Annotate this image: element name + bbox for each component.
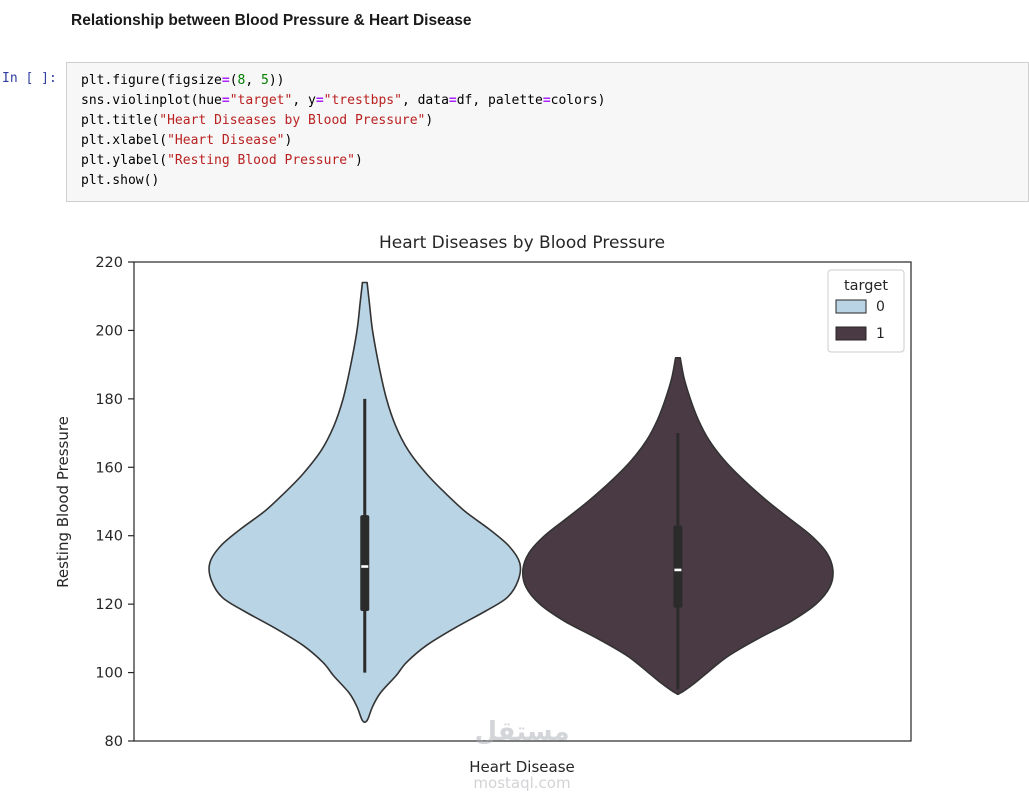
chart-generated-layer: 80 100 120 140 160 180 200 220 target 0 1 (95, 255, 912, 750)
median-marker-target-0 (361, 565, 369, 568)
y-tick-label: 80 (105, 734, 123, 750)
y-tick-label: 120 (95, 597, 123, 613)
legend-swatch-0 (835, 299, 867, 314)
violin-plot-figure: 80 100 120 140 160 180 200 220 target 0 1 Heart Di… (54, 233, 912, 792)
code-line: sns.violinplot(hue="target", y="trestbps… (81, 93, 606, 108)
legend-label-1: 1 (876, 326, 885, 342)
y-tick-label: 200 (95, 323, 123, 339)
markdown-heading: Relationship between Blood Pressure & He… (71, 12, 472, 29)
y-tick-label: 180 (95, 392, 123, 408)
y-axis-label: Resting Blood Pressure (54, 416, 72, 588)
code-line: plt.title("Heart Diseases by Blood Press… (81, 113, 434, 128)
code-line: plt.ylabel("Resting Blood Pressure") (81, 153, 363, 168)
legend-title: target (844, 278, 888, 294)
watermark-logo-text: مستقل (474, 717, 569, 747)
legend-swatch-1 (835, 326, 867, 341)
axes-frame (133, 261, 912, 742)
iqr-box-target-1 (673, 525, 683, 608)
iqr-box-target-0 (360, 515, 370, 611)
cell-input-prompt: In [ ]: (2, 71, 57, 86)
y-tick-label: 140 (95, 529, 123, 545)
y-tick-label: 100 (95, 666, 123, 682)
watermark-domain-text: mostaql.com (473, 774, 570, 792)
y-tick-label: 220 (95, 255, 123, 271)
chart-title: Heart Diseases by Blood Pressure (379, 233, 665, 253)
y-tick-label: 160 (95, 460, 123, 476)
legend: target 0 1 (827, 269, 905, 353)
code-editor[interactable]: plt.figure(figsize=(8, 5)) sns.violinplot… (81, 71, 1020, 191)
code-line: plt.xlabel("Heart Disease") (81, 133, 293, 148)
legend-label-0: 0 (876, 299, 885, 315)
code-cell[interactable]: plt.figure(figsize=(8, 5)) sns.violinplot… (66, 62, 1029, 202)
code-line: plt.show() (81, 173, 160, 188)
code-line: plt.figure(figsize=(8, 5)) (81, 73, 285, 88)
median-marker-target-1 (674, 568, 682, 572)
x-axis-label: Heart Disease (469, 758, 575, 776)
